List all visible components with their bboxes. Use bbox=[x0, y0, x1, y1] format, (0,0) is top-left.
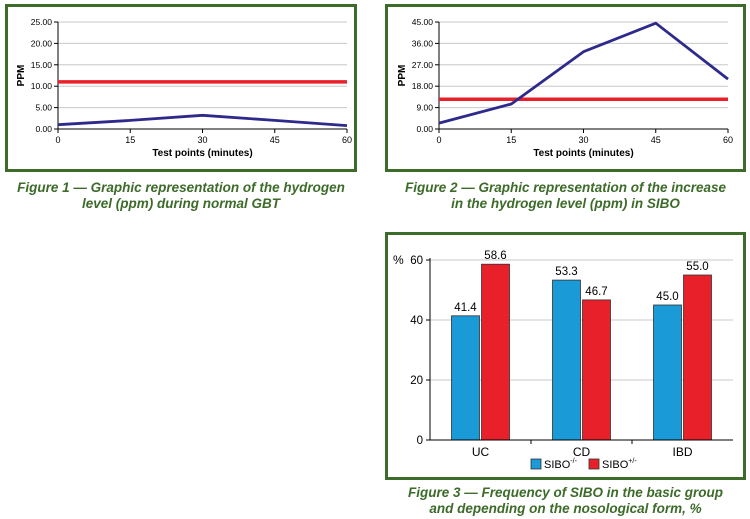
fig1-x-axis-label: Test points (minutes) bbox=[152, 148, 252, 159]
fig2-x-axis-label: Test points (minutes) bbox=[533, 148, 633, 159]
figure-3-caption: Figure 3 — Frequency of SIBO in the basi… bbox=[385, 485, 746, 517]
fig3-bar-ibd-series-1 bbox=[653, 304, 682, 441]
fig2-y-axis-label: PPM bbox=[397, 65, 408, 87]
fig3-ytick-label: 60 bbox=[410, 255, 423, 267]
fig3-ytick-label: 40 bbox=[410, 315, 423, 327]
fig3-data-label: 41.4 bbox=[454, 302, 477, 314]
fig3-data-label: 45.0 bbox=[656, 291, 678, 303]
fig3-legend-superscript: +/- bbox=[628, 458, 637, 465]
fig2-xtick-label: 45 bbox=[651, 135, 661, 145]
fig3-category-label: CD bbox=[573, 445, 591, 459]
fig2-xtick-label: 60 bbox=[723, 135, 733, 145]
figure-3-caption-line-1: Figure 3 — Frequency of SIBO in the basi… bbox=[407, 485, 724, 500]
figure-1-caption-line-2: level (ppm) during normal GBT bbox=[81, 196, 280, 211]
fig2-ytick-label: 0.00 bbox=[416, 124, 433, 134]
fig2-ytick-label: 27.00 bbox=[412, 60, 434, 70]
fig3-bar-uc-series-1 bbox=[451, 315, 480, 441]
fig1-xtick-label: 45 bbox=[270, 135, 280, 145]
fig3-legend-superscript: -/- bbox=[570, 458, 577, 465]
figure-2-panel: 0.00 9.00 18.00 27.00 36.00 45.00 0 15 30 45 60 Tes… bbox=[385, 4, 746, 172]
fig3-data-label: 55.0 bbox=[686, 261, 708, 273]
fig2-ytick-label: 9.00 bbox=[416, 103, 433, 113]
figure-2-caption-line-2: in the hydrogen level (ppm) in SIBO bbox=[451, 196, 680, 211]
figure-1-caption-line-1: Figure 1 — Graphic representation of the… bbox=[17, 180, 345, 195]
figure-3-caption-line-2: and depending on the nosological form, % bbox=[429, 501, 702, 516]
figure-3-panel: 0 20 40 60% 41.4 58.6 UC 53.3 46.7 CD 45.0 55.0 IBD S… bbox=[385, 232, 746, 480]
fig3-data-label: 58.6 bbox=[484, 250, 506, 262]
fig3-bar-uc-series-2 bbox=[481, 263, 510, 441]
fig1-ytick-label: 0.00 bbox=[35, 124, 52, 134]
fig2-ytick-label: 36.00 bbox=[412, 38, 434, 48]
figure-1-chart: 0.00 5.00 10.00 15.00 20.00 25.00 0 15 30 45 60 Tes… bbox=[16, 17, 352, 159]
fig3-ytick-label: 20 bbox=[410, 375, 423, 387]
fig2-ytick-label: 18.00 bbox=[412, 81, 434, 91]
fig3-bar-cd-series-1 bbox=[552, 279, 581, 441]
figure-1-caption: Figure 1 — Graphic representation of the… bbox=[5, 180, 357, 212]
fig2-xtick-label: 0 bbox=[436, 135, 441, 145]
fig1-ytick-label: 5.00 bbox=[35, 103, 52, 113]
fig1-series-line bbox=[57, 113, 348, 127]
figure-2-caption: Figure 2 — Graphic representation of the… bbox=[385, 180, 746, 212]
fig3-bar-ibd-series-2 bbox=[683, 274, 712, 441]
fig1-ytick-label: 25.00 bbox=[31, 17, 53, 27]
fig2-series-line bbox=[438, 21, 729, 125]
figure-2-caption-line-1: Figure 2 — Graphic representation of the… bbox=[404, 180, 727, 195]
fig1-xtick-label: 60 bbox=[342, 135, 352, 145]
fig2-xtick-label: 30 bbox=[578, 135, 588, 145]
fig1-ytick-label: 10.00 bbox=[31, 81, 53, 91]
fig3-legend-label-2: SIBO+/- bbox=[602, 458, 637, 471]
fig3-legend-label-1: SIBO-/- bbox=[544, 458, 578, 471]
fig2-ytick-label: 45.00 bbox=[412, 17, 434, 27]
figure-2-chart: 0.00 9.00 18.00 27.00 36.00 45.00 0 15 30 45 60 Tes… bbox=[397, 17, 733, 159]
fig3-data-label: 53.3 bbox=[555, 266, 577, 278]
fig1-y-axis-label: PPM bbox=[16, 65, 27, 87]
fig1-xtick-label: 30 bbox=[197, 135, 207, 145]
fig1-xtick-label: 15 bbox=[125, 135, 135, 145]
fig3-legend-swatch-1 bbox=[530, 458, 542, 470]
fig3-legend-swatch-2 bbox=[588, 458, 600, 470]
fig3-category-label: IBD bbox=[672, 445, 692, 459]
fig1-ytick-label: 20.00 bbox=[31, 38, 53, 48]
fig1-xtick-label: 0 bbox=[55, 135, 60, 145]
figure-1-panel: 0.00 5.00 10.00 15.00 20.00 25.00 0 15 30 45 60 Tes… bbox=[5, 4, 357, 172]
fig3-bar-cd-series-2 bbox=[582, 299, 611, 441]
fig2-xtick-label: 15 bbox=[506, 135, 516, 145]
fig3-category-label: UC bbox=[472, 445, 490, 459]
fig1-ytick-label: 15.00 bbox=[31, 60, 53, 70]
fig3-ytick-label: 0 bbox=[417, 435, 423, 447]
figure-3-chart: 0 20 40 60% 41.4 58.6 UC 53.3 46.7 CD 45.0 55.0 IBD S… bbox=[393, 250, 733, 471]
fig3-y-axis-label: % bbox=[393, 253, 404, 267]
fig3-data-label: 46.7 bbox=[585, 286, 607, 298]
